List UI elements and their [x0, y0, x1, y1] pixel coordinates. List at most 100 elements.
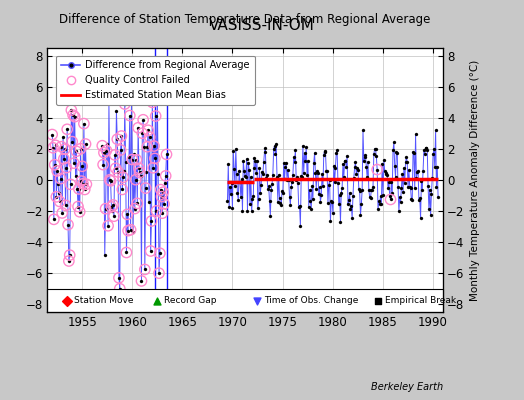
Text: Berkeley Earth: Berkeley Earth	[370, 382, 443, 392]
Point	[111, 152, 119, 158]
Point	[112, 165, 120, 172]
Point	[161, 173, 170, 179]
Point	[69, 112, 77, 118]
Text: Time of Obs. Change: Time of Obs. Change	[265, 296, 359, 305]
Point	[115, 275, 123, 281]
Point	[122, 249, 130, 256]
Point	[57, 144, 66, 150]
Text: Record Gap: Record Gap	[165, 296, 217, 305]
Point	[118, 186, 126, 193]
Point	[77, 178, 85, 184]
Point	[116, 147, 125, 153]
Point	[117, 133, 126, 139]
Point	[143, 144, 151, 150]
Text: Empirical Break: Empirical Break	[385, 296, 456, 305]
Point	[135, 165, 143, 172]
Point	[110, 213, 118, 220]
Point	[60, 146, 69, 152]
Point	[80, 120, 88, 127]
Point	[104, 222, 112, 229]
Point	[158, 210, 167, 216]
Bar	[47, 290, 443, 312]
Point	[157, 194, 166, 200]
Point	[100, 150, 108, 156]
Point	[137, 278, 146, 284]
Y-axis label: Monthly Temperature Anomaly Difference (°C): Monthly Temperature Anomaly Difference (…	[470, 59, 480, 301]
Point	[64, 258, 73, 264]
Point	[162, 151, 171, 158]
Point	[130, 205, 139, 212]
Point	[157, 186, 165, 193]
Point	[128, 156, 136, 163]
Point	[67, 181, 75, 188]
Point	[150, 143, 158, 149]
Point	[53, 168, 61, 174]
Point	[116, 286, 124, 292]
Point	[105, 176, 114, 183]
Point	[113, 136, 122, 142]
Legend: Difference from Regional Average, Quality Control Failed, Estimated Station Mean: Difference from Regional Average, Qualit…	[56, 56, 255, 105]
Point	[153, 298, 161, 304]
Text: VASISS-IN-OM: VASISS-IN-OM	[209, 18, 315, 33]
Point	[102, 147, 111, 154]
Point	[79, 180, 87, 187]
Point	[126, 226, 135, 233]
Point	[150, 155, 159, 162]
Point	[101, 206, 110, 212]
Point	[63, 126, 71, 132]
Point	[146, 134, 154, 140]
Point	[74, 203, 82, 210]
Point	[98, 142, 106, 149]
Point	[62, 164, 71, 171]
Point	[258, 293, 267, 300]
Point	[155, 270, 163, 276]
Point	[109, 202, 117, 208]
Point	[75, 186, 83, 192]
Point	[134, 124, 143, 131]
Point	[132, 176, 140, 183]
Point	[159, 189, 167, 195]
Point	[68, 138, 77, 145]
Point	[60, 156, 68, 162]
Point	[77, 146, 85, 152]
Point	[114, 169, 122, 175]
Point	[70, 160, 78, 166]
Point	[81, 186, 89, 193]
Point	[151, 113, 160, 119]
Point	[373, 166, 381, 173]
Point	[50, 162, 59, 168]
Point	[253, 298, 261, 304]
Point	[374, 298, 382, 304]
Point	[107, 204, 116, 210]
Point	[78, 163, 86, 170]
Point	[51, 142, 60, 148]
Point	[133, 200, 141, 206]
Point	[56, 176, 64, 182]
Point	[66, 252, 74, 258]
Point	[52, 194, 61, 200]
Point	[48, 131, 57, 138]
Point	[124, 228, 133, 234]
Point	[147, 218, 156, 224]
Point	[63, 298, 71, 304]
Point	[144, 127, 152, 134]
Point	[72, 148, 81, 154]
Point	[132, 156, 140, 163]
Text: Station Move: Station Move	[74, 296, 134, 305]
Point	[121, 101, 129, 107]
Point	[56, 198, 64, 205]
Point	[138, 130, 147, 136]
Point	[160, 201, 168, 207]
Point	[148, 99, 157, 106]
Point	[156, 250, 164, 256]
Point	[119, 174, 127, 180]
Title: Difference of Station Temperature Data from Regional Average: Difference of Station Temperature Data f…	[59, 13, 431, 26]
Point	[61, 202, 70, 208]
Point	[147, 248, 155, 254]
Point	[64, 222, 72, 228]
Point	[127, 94, 136, 101]
Point	[50, 216, 58, 222]
Point	[81, 141, 90, 147]
Point	[82, 181, 91, 188]
Point	[106, 178, 115, 184]
